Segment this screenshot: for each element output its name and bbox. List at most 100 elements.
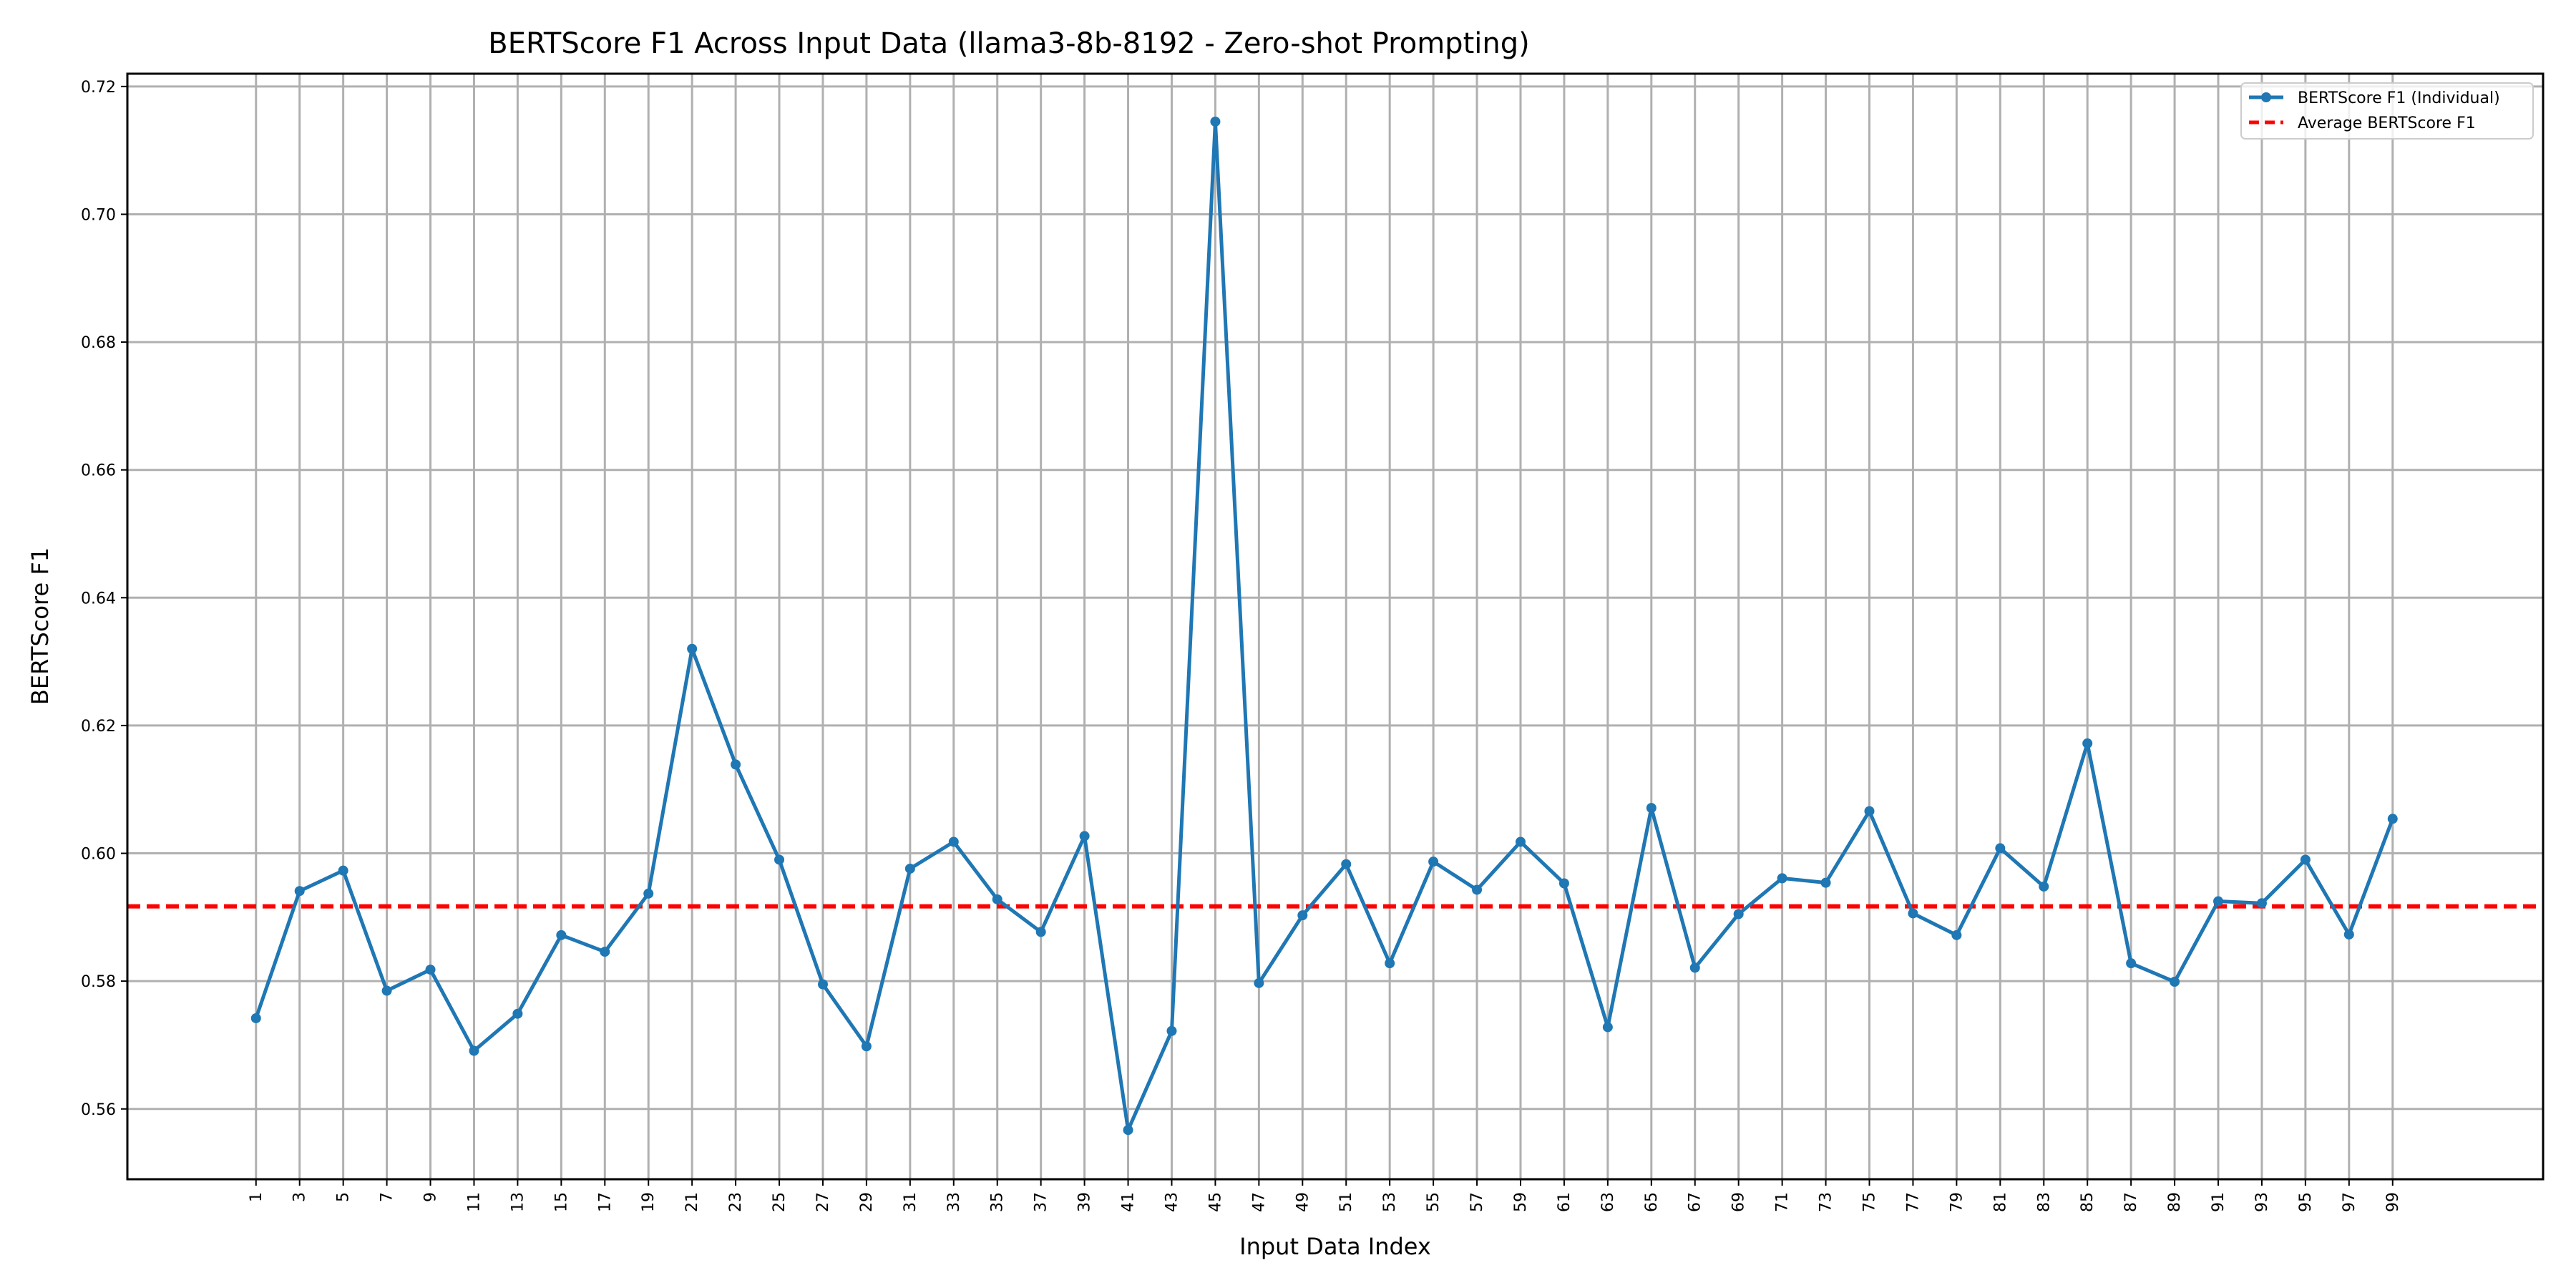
data-point (338, 865, 348, 876)
x-tick-label: 69 (1730, 1192, 1748, 1212)
x-tick-label: 33 (945, 1192, 963, 1212)
data-point (731, 759, 741, 770)
x-tick-label: 51 (1337, 1192, 1355, 1212)
data-point (600, 947, 610, 957)
data-point (1079, 831, 1090, 841)
grid (127, 74, 2543, 1179)
data-point (904, 863, 915, 874)
x-tick-label: 13 (509, 1192, 527, 1212)
data-point (2213, 896, 2224, 907)
data-point (2300, 854, 2311, 865)
data-point (1733, 909, 1744, 919)
legend-entry-individual: BERTScore F1 (Individual) (2249, 89, 2500, 107)
data-point (2170, 977, 2180, 987)
data-point (1210, 116, 1221, 127)
x-tick-label: 15 (552, 1192, 570, 1212)
y-tick-label: 0.60 (81, 846, 116, 864)
x-tick-label: 65 (1643, 1192, 1661, 1212)
data-point (1908, 908, 1918, 919)
plot-frame (126, 72, 2545, 1181)
x-tick-label: 91 (2210, 1192, 2228, 1212)
data-point (1558, 878, 1569, 889)
legend-marker-individual (2261, 92, 2271, 102)
legend-label-average: Average BERTScore F1 (2298, 114, 2476, 132)
x-tick-label: 71 (1774, 1192, 1792, 1212)
data-point (817, 979, 828, 990)
x-tick-label: 73 (1818, 1192, 1835, 1212)
data-point (2387, 814, 2398, 824)
data-point (1472, 884, 1483, 895)
x-tick-label: 39 (1076, 1192, 1094, 1212)
x-tick-label: 87 (2122, 1192, 2140, 1212)
x-tick-label: 55 (1425, 1192, 1443, 1212)
data-markers (250, 116, 2398, 1136)
x-tick-label: 85 (2079, 1192, 2097, 1212)
x-tick-label: 45 (1206, 1192, 1224, 1212)
x-tick-label: 81 (1991, 1192, 2009, 1212)
x-tick-label: 97 (2341, 1192, 2358, 1212)
x-tick-label: 49 (1294, 1192, 1312, 1212)
data-point (2256, 898, 2267, 909)
data-point (381, 985, 392, 996)
y-tick-label: 0.68 (81, 334, 116, 352)
legend: BERTScore F1 (Individual) Average BERTSc… (2240, 82, 2534, 140)
y-tick-label: 0.72 (81, 79, 116, 97)
data-point (687, 643, 698, 654)
x-tick-label: 41 (1120, 1192, 1138, 1212)
y-axis: 0.56 0.58 0.60 0.62 0.64 0.66 0.68 0.70 0.72 (81, 79, 127, 1119)
x-tick-label: 43 (1163, 1192, 1181, 1212)
x-axis: 1 3 5 7 9 11 13 15 17 19 21 23 25 27 29 31 33 35 37 39 41 43 4… (248, 1179, 2402, 1212)
data-point (1254, 977, 1264, 988)
x-tick-label: 35 (989, 1192, 1007, 1212)
data-point (861, 1041, 872, 1052)
data-point (1297, 910, 1308, 921)
y-tick-label: 0.64 (81, 590, 116, 608)
x-tick-label: 3 (291, 1192, 309, 1202)
data-point (1995, 843, 2006, 854)
data-point (643, 888, 654, 899)
data-point (556, 930, 567, 940)
data-point (294, 886, 305, 897)
x-tick-label: 67 (1687, 1192, 1704, 1212)
x-tick-label: 63 (1599, 1192, 1617, 1212)
data-point (1385, 958, 1395, 969)
data-point (1820, 877, 1831, 888)
x-tick-label: 23 (727, 1192, 745, 1212)
x-axis-label: Input Data Index (1239, 1233, 1431, 1260)
x-tick-label: 1 (248, 1192, 265, 1202)
x-tick-label: 17 (596, 1192, 614, 1212)
data-point (250, 1013, 261, 1023)
data-point (1428, 857, 1439, 867)
y-tick-label: 0.62 (81, 718, 116, 736)
x-tick-label: 93 (2253, 1192, 2271, 1212)
x-tick-label: 79 (1948, 1192, 1966, 1212)
legend-box (2240, 82, 2534, 140)
data-point (1123, 1125, 1133, 1136)
x-tick-label: 59 (1512, 1192, 1530, 1212)
data-point (1035, 927, 1046, 937)
x-tick-label: 61 (1556, 1192, 1574, 1212)
x-tick-label: 9 (422, 1192, 440, 1202)
data-point (1777, 873, 1787, 884)
chart-title: BERTScore F1 Across Input Data (llama3-8… (488, 27, 1529, 60)
x-tick-label: 83 (2035, 1192, 2053, 1212)
data-point (992, 894, 1002, 904)
x-tick-label: 7 (379, 1192, 396, 1202)
x-tick-label: 27 (814, 1192, 832, 1212)
x-tick-label: 5 (335, 1192, 353, 1202)
x-tick-label: 19 (640, 1192, 658, 1212)
data-point (469, 1045, 479, 1056)
plot-area (126, 72, 2545, 1181)
y-axis-label: BERTScore F1 (26, 547, 54, 705)
x-tick-label: 75 (1860, 1192, 1878, 1212)
legend-label-individual: BERTScore F1 (Individual) (2298, 89, 2500, 107)
x-tick-label: 37 (1033, 1192, 1050, 1212)
data-point (1864, 806, 1875, 816)
y-tick-label: 0.70 (81, 206, 116, 224)
x-tick-label: 89 (2166, 1192, 2184, 1212)
x-tick-label: 47 (1250, 1192, 1268, 1212)
data-point (948, 836, 959, 847)
x-tick-label: 29 (858, 1192, 876, 1212)
data-point (1341, 859, 1352, 869)
